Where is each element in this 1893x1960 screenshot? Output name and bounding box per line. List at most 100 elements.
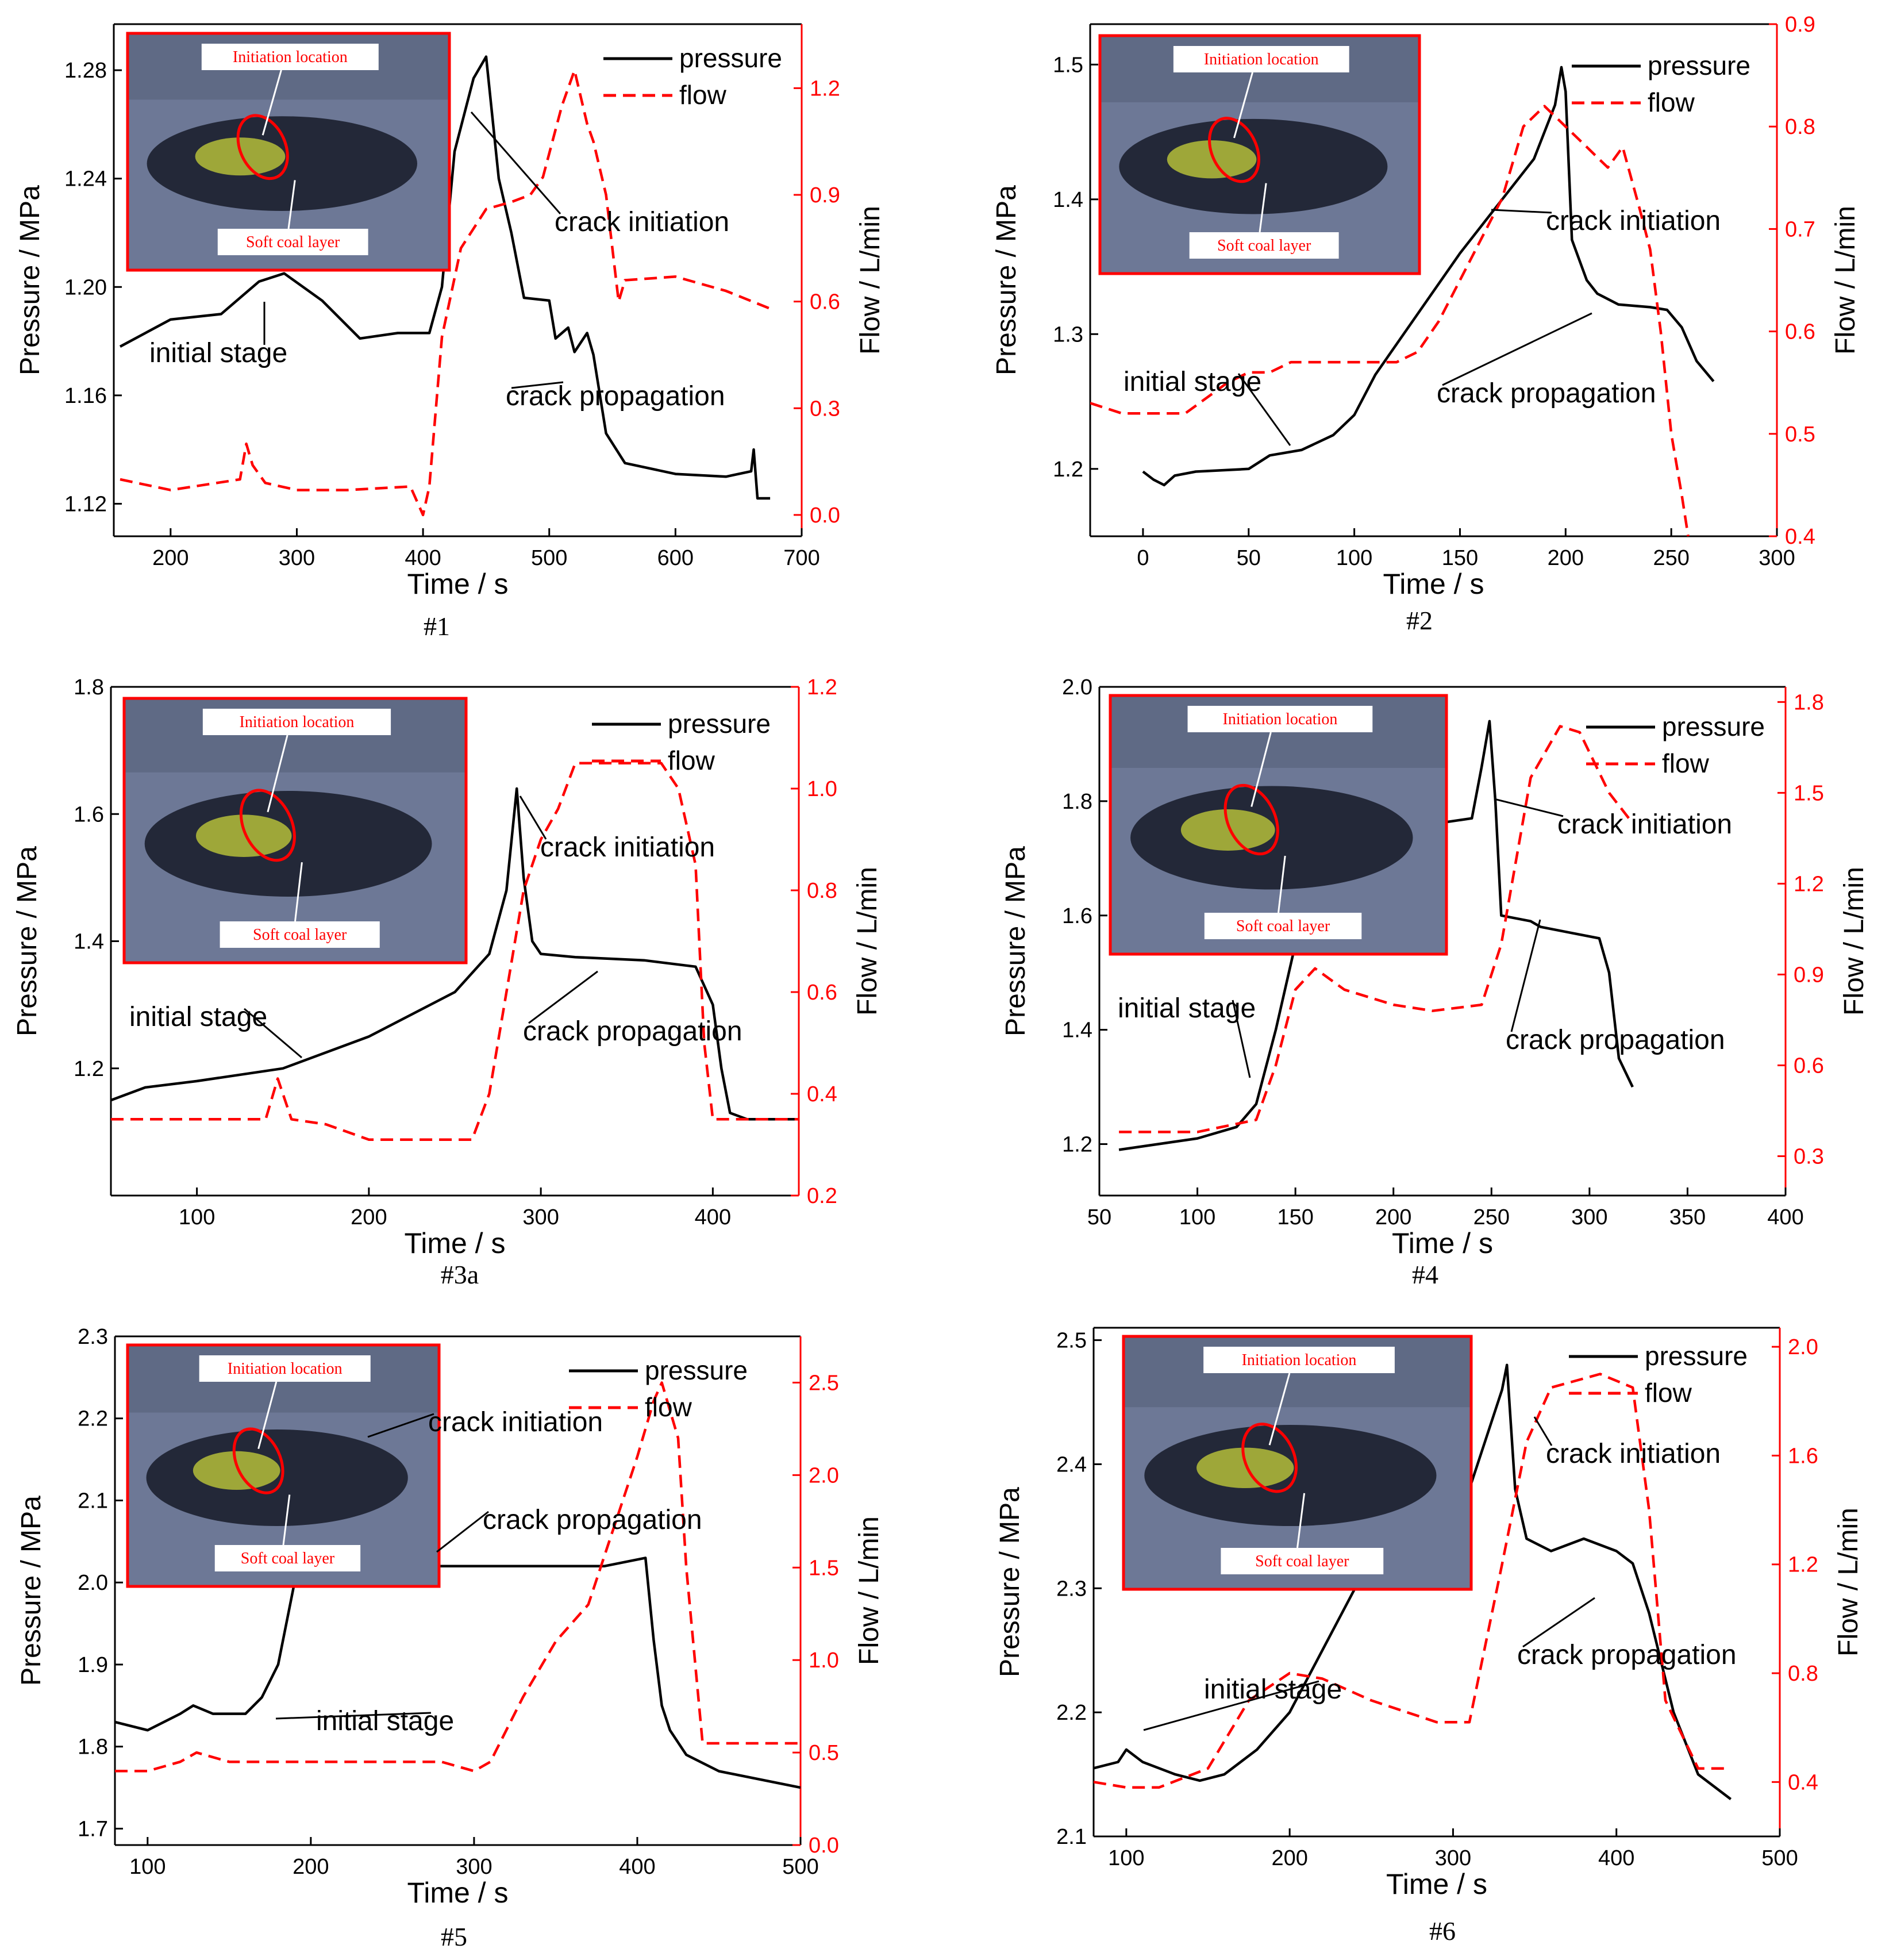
y-left-tick-label: 2.3 (1056, 1577, 1087, 1601)
inset-border (122, 697, 468, 964)
annotation-leader (1237, 373, 1291, 446)
y-right-axis-title: Flow / L/min (855, 206, 886, 355)
y-right-tick-label: 0.2 (807, 1184, 837, 1208)
inset-label-box (1189, 232, 1339, 259)
y-left-axis-title: Pressure / MPa (991, 185, 1022, 375)
annotation-leader (1510, 919, 1541, 1032)
y-left-tick-label: 2.2 (1056, 1701, 1087, 1725)
inset-label-soft-coal: Soft coal layer (246, 233, 340, 251)
y-right-tick-label: 0.9 (1785, 13, 1815, 37)
annotation-leader (436, 1511, 489, 1553)
inset-label-initiation: Initiation location (233, 48, 348, 66)
inset-label-box (202, 709, 391, 735)
inset-label-soft-coal: Soft coal layer (253, 926, 347, 944)
inset-border (1122, 1335, 1473, 1591)
legend-flow-label: flow (679, 80, 727, 110)
x-axis-title: Time / s (1386, 1868, 1487, 1900)
panel-1: 200 300 400 500 600 700 1.12 1.16 1.20 1.24 1.28 0.… (15, 23, 886, 641)
y-left-tick-label: 1.2 (74, 1057, 104, 1081)
annotation-crack-propagation: crack propagation (483, 1505, 702, 1535)
inset-grout-patch (1180, 809, 1275, 851)
inset-label-box (1187, 706, 1373, 732)
inset-pointer (257, 1381, 278, 1449)
annotation-leader (519, 795, 547, 840)
inset-grout-patch (195, 814, 292, 857)
y-left-tick-label: 1.8 (74, 675, 104, 700)
x-tick-label: 100 (1336, 546, 1372, 570)
x-tick-label: 350 (1669, 1205, 1706, 1229)
panel-3a: 100 200 300 400 1.2 1.4 1.6 1.8 0.2 0.4 0.6 0.8 1.0 1… (12, 675, 883, 1289)
y-left-axis-title: Pressure / MPa (15, 185, 45, 375)
inset-coal-seam (1130, 786, 1413, 890)
y-left-tick-label: 1.2 (1062, 1133, 1092, 1157)
inset-label-soft-coal: Soft coal layer (241, 1550, 335, 1567)
annotation-leader (1533, 1416, 1553, 1446)
inset-photo: Initiation location Soft coal layer (126, 32, 451, 272)
y-right-tick-label: 0.0 (809, 1834, 839, 1858)
inset-border (1109, 694, 1448, 956)
y-right-tick-label: 0.8 (1788, 1662, 1818, 1686)
x-axis-title: Time / s (407, 1877, 509, 1909)
annotation-crack-initiation: crack initiation (1546, 206, 1721, 236)
inset-label-box (199, 1355, 371, 1382)
annotation-leader (1494, 798, 1564, 817)
y-right-tick-label: 0.4 (807, 1082, 837, 1106)
annotation-leader (1491, 209, 1552, 214)
ellipse-marker-icon (1223, 783, 1279, 856)
y-left-tick-label: 1.4 (1053, 188, 1083, 212)
y-left-tick-label: 2.0 (1062, 675, 1092, 700)
y-right-tick-label: 0.8 (807, 879, 837, 903)
annotation-crack-initiation: crack initiation (428, 1407, 603, 1438)
x-tick-label: 300 (279, 546, 315, 570)
y-left-tick-label: 1.6 (1062, 904, 1092, 928)
panel-caption: #6 (1429, 1916, 1456, 1946)
x-tick-label: 300 (456, 1855, 492, 1879)
inset-label-soft-coal: Soft coal layer (1217, 237, 1311, 255)
x-tick-label: 100 (129, 1855, 166, 1879)
legend-flow-label: flow (1662, 748, 1710, 778)
y-right-axis-title: Flow / L/min (1833, 1508, 1864, 1657)
annotation-leader (244, 1008, 302, 1059)
annotation-crack-propagation: crack propagation (1506, 1025, 1725, 1055)
y-left-tick-label: 2.2 (78, 1407, 108, 1431)
flow-series-line (1119, 725, 1634, 1133)
inset-photo: Initiation location Soft coal layer (1109, 694, 1448, 956)
annotation-leader (528, 970, 598, 1024)
y-left-axis-title: Pressure / MPa (995, 1487, 1025, 1677)
x-tick-label: 200 (1548, 546, 1584, 570)
inset-pointer (1278, 855, 1286, 913)
y-right-tick-label: 0.4 (1788, 1770, 1818, 1794)
x-tick-label: 400 (405, 546, 441, 570)
x-tick-label: 500 (531, 546, 567, 570)
y-left-tick-label: 1.24 (64, 167, 107, 191)
x-tick-label: 150 (1442, 546, 1478, 570)
y-right-tick-label: 0.6 (1785, 320, 1815, 344)
legend-flow-label: flow (1648, 87, 1695, 117)
y-left-tick-label: 2.0 (78, 1571, 108, 1595)
y-right-tick-label: 0.3 (810, 397, 840, 421)
flow-series-line (115, 1381, 801, 1773)
inset-pointer (1268, 1373, 1291, 1446)
panel-caption: #5 (441, 1922, 467, 1951)
x-tick-label: 500 (782, 1855, 818, 1879)
x-tick-label: 300 (1435, 1846, 1471, 1870)
x-tick-label: 0 (1137, 546, 1149, 570)
inset-label-box (1204, 913, 1362, 939)
inset-photo: Initiation location Soft coal layer (1098, 34, 1421, 275)
y-right-tick-label: 1.6 (1788, 1444, 1818, 1468)
inset-grout-patch (195, 137, 286, 176)
inset-photo: Initiation location Soft coal layer (126, 1343, 441, 1588)
annotation-crack-propagation: crack propagation (506, 381, 725, 412)
flow-series-line (1090, 105, 1690, 536)
y-right-tick-label: 0.7 (1785, 217, 1815, 241)
x-tick-label: 250 (1473, 1205, 1510, 1229)
inset-border (126, 32, 451, 272)
x-tick-label: 100 (1108, 1846, 1144, 1870)
ellipse-marker-icon (1241, 1423, 1298, 1493)
y-right-tick-label: 0.5 (1785, 422, 1815, 447)
inset-coal-seam (147, 116, 418, 211)
x-tick-label: 50 (1237, 546, 1261, 570)
y-left-tick-label: 2.3 (78, 1325, 108, 1349)
x-tick-label: 50 (1087, 1205, 1111, 1229)
